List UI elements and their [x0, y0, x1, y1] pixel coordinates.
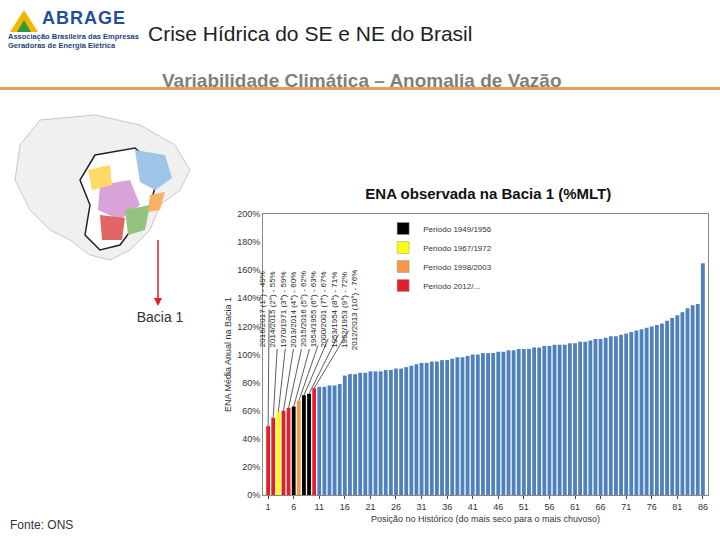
svg-text:Bacia 1: Bacia 1: [137, 309, 184, 325]
html-text:Crise Hídrica do SE e NE do Br: Crise Hídrica do SE e NE do Brasil: [148, 22, 473, 45]
svg-text:Período 1967/1972: Período 1967/1972: [423, 244, 492, 253]
svg-text:66: 66: [596, 502, 606, 512]
svg-text:40%: 40%: [242, 434, 260, 444]
svg-text:2000/2001 (7°) - 67%: 2000/2001 (7°) - 67%: [319, 271, 328, 347]
svg-text:1: 1: [266, 502, 271, 512]
svg-text:11: 11: [315, 502, 324, 512]
svg-text:Período 1998/2003: Período 1998/2003: [423, 263, 492, 272]
svg-text:81: 81: [672, 502, 682, 512]
svg-text:21: 21: [365, 502, 375, 512]
html-text:Variabilidade Climática – Anom: Variabilidade Climática – Anomalia de Va…: [162, 70, 562, 91]
html-text:Fonte: ONS: Fonte: ONS: [10, 518, 74, 532]
svg-text:180%: 180%: [237, 237, 260, 247]
svg-text:Período 2012/...: Período 2012/...: [423, 282, 480, 291]
svg-text:1952/1953 (9°) - 72%: 1952/1953 (9°) - 72%: [340, 272, 349, 348]
svg-text:56: 56: [544, 502, 554, 512]
svg-text:200%: 200%: [237, 209, 260, 219]
svg-text:31: 31: [417, 502, 427, 512]
svg-text:26: 26: [391, 502, 401, 512]
svg-text:0%: 0%: [247, 490, 260, 500]
svg-text:100%: 100%: [237, 350, 260, 360]
svg-text:1953/1954 (8°) - 71%: 1953/1954 (8°) - 71%: [330, 272, 339, 348]
svg-text:2015/2016 (5°) - 62%: 2015/2016 (5°) - 62%: [299, 271, 308, 347]
svg-text:86: 86: [698, 502, 708, 512]
svg-text:16: 16: [340, 502, 350, 512]
svg-text:2016/2017 (1°) - 49%: 2016/2017 (1°) - 49%: [258, 271, 267, 347]
svg-text:80%: 80%: [242, 378, 260, 388]
svg-text:ENA Média Anual na Bacia 1: ENA Média Anual na Bacia 1: [223, 297, 233, 412]
svg-text:60%: 60%: [242, 406, 260, 416]
svg-text:71: 71: [621, 502, 631, 512]
svg-text:2014/2015 (2°) - 55%: 2014/2015 (2°) - 55%: [268, 271, 277, 347]
svg-text:2012/2013 (10°) - 76%: 2012/2013 (10°) - 76%: [350, 270, 359, 351]
svg-text:Posição no Histórico (do mais: Posição no Histórico (do mais seco para …: [371, 514, 600, 524]
svg-text:140%: 140%: [237, 293, 260, 303]
svg-text:ENA observada na Bacia 1 (%MLT: ENA observada na Bacia 1 (%MLT): [365, 185, 611, 202]
svg-text:160%: 160%: [237, 265, 260, 275]
svg-text:46: 46: [493, 502, 503, 512]
svg-text:20%: 20%: [242, 462, 260, 472]
html-text:Associação Brasileira das Empr: Associação Brasileira das Empresas Gerad…: [8, 32, 139, 50]
svg-text:120%: 120%: [237, 322, 260, 332]
svg-text:2013/2014 (4°) - 60%: 2013/2014 (4°) - 60%: [289, 272, 298, 348]
svg-text:61: 61: [570, 502, 580, 512]
svg-text:36: 36: [442, 502, 452, 512]
svg-text:76: 76: [647, 502, 657, 512]
svg-text:1954/1955 (6°) - 63%: 1954/1955 (6°) - 63%: [309, 271, 318, 347]
svg-text:41: 41: [468, 502, 478, 512]
svg-text:1970/1971 (3°) - 59%: 1970/1971 (3°) - 59%: [279, 271, 288, 347]
html-text:ABRAGE: ABRAGE: [42, 8, 126, 28]
svg-text:51: 51: [519, 502, 529, 512]
svg-text:Período 1949/1956: Período 1949/1956: [423, 225, 492, 234]
svg-text:6: 6: [291, 502, 296, 512]
